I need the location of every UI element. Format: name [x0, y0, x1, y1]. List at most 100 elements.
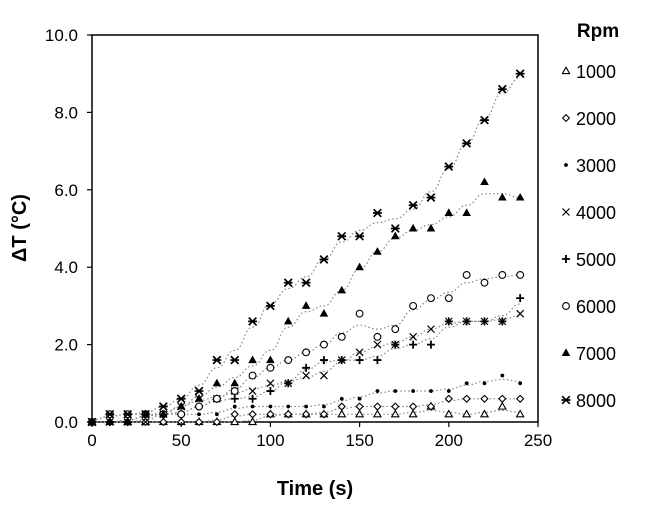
data-point-2000-190 [426, 402, 436, 411]
data-point-8000-150 [355, 231, 365, 241]
series-6000 [88, 270, 525, 426]
data-point-6000-170 [391, 325, 400, 334]
legend: Rpm 1000 2000 3000 4000 5000 6000 7000 8000 [561, 21, 619, 411]
data-point-7000-170 [390, 231, 400, 240]
legend-item-5000: 5000 [562, 250, 616, 270]
data-point-2000-150 [355, 402, 364, 411]
data-point-2000-60 [194, 417, 204, 427]
data-point-2000-90 [248, 410, 257, 419]
data-point-3000-100 [268, 404, 273, 409]
data-point-5000-80 [230, 394, 239, 403]
legend-label-2000: 2000 [576, 109, 616, 129]
data-point-8000-120 [301, 278, 311, 288]
data-point-5000-110 [284, 379, 293, 388]
data-point-8000-210 [462, 138, 472, 148]
data-point-5000-200 [444, 317, 453, 326]
data-point-8000-190 [426, 193, 436, 202]
x-tick-label: 200 [435, 431, 463, 450]
data-point-2000-120 [301, 410, 311, 419]
y-tick-label: 0.0 [54, 413, 78, 432]
legend-marker-4000 [562, 208, 570, 216]
data-point-7000-50 [176, 401, 186, 410]
legend-item-4000: 4000 [562, 203, 616, 223]
data-point-2000-130 [319, 410, 329, 419]
data-point-5000-150 [355, 356, 364, 365]
data-point-3000-150 [357, 396, 362, 401]
legend-marker-7000 [561, 348, 571, 356]
data-point-3000-120 [304, 404, 308, 409]
data-point-3000-70 [214, 412, 219, 417]
data-point-8000-20 [123, 409, 133, 419]
data-point-2000-70 [212, 417, 222, 427]
data-point-8000-60 [194, 386, 204, 396]
data-point-8000-170 [390, 224, 400, 233]
data-point-7000-190 [426, 223, 436, 232]
legend-marker-6000 [562, 302, 570, 310]
data-point-6000-140 [337, 332, 346, 341]
data-point-1000-180 [408, 409, 418, 418]
data-point-6000-60 [195, 402, 203, 411]
data-point-8000-160 [373, 208, 382, 218]
data-point-2000-170 [391, 402, 400, 411]
data-point-7000-80 [230, 378, 240, 387]
data-point-6000-120 [302, 348, 311, 357]
data-point-2000-200 [444, 394, 453, 403]
data-point-3000-170 [393, 389, 398, 393]
data-point-4000-120 [302, 371, 311, 380]
data-point-8000-200 [444, 162, 454, 171]
data-point-5000-160 [373, 356, 382, 365]
data-point-7000-230 [498, 192, 507, 201]
data-point-6000-190 [427, 294, 435, 303]
data-point-1000-210 [462, 409, 472, 418]
data-point-7000-200 [444, 208, 454, 217]
data-point-6000-180 [409, 301, 418, 310]
data-point-6000-210 [462, 270, 471, 279]
data-point-6000-80 [230, 387, 239, 395]
data-point-3000-240 [518, 381, 523, 386]
data-point-4000-150 [355, 348, 364, 357]
data-point-8000-140 [337, 231, 347, 241]
data-point-6000-130 [319, 340, 328, 349]
data-point-3000-210 [464, 381, 469, 386]
data-point-1000-240 [515, 409, 525, 418]
data-point-7000-60 [194, 394, 204, 402]
data-point-2000-230 [498, 394, 507, 403]
x-tick-label: 150 [345, 431, 373, 450]
data-point-8000-180 [408, 200, 418, 210]
x-tick-label: 250 [524, 431, 552, 450]
data-point-7000-160 [373, 247, 382, 255]
legend-title: Rpm [577, 21, 619, 42]
data-point-1000-230 [497, 401, 507, 410]
data-point-6000-110 [284, 356, 293, 365]
x-tick-label: 0 [87, 431, 96, 450]
legend-item-3000: 3000 [564, 156, 616, 176]
data-point-8000-10 [105, 409, 115, 419]
data-point-3000-60 [197, 412, 201, 417]
data-point-7000-90 [248, 355, 257, 364]
data-point-6000-100 [266, 363, 275, 372]
y-tick-label: 8.0 [54, 103, 78, 122]
data-point-3000-220 [482, 381, 487, 386]
data-point-5000-170 [391, 340, 400, 349]
data-point-5000-100 [266, 387, 275, 396]
legend-label-3000: 3000 [576, 156, 616, 176]
data-point-8000-50 [176, 394, 186, 404]
data-point-8000-70 [212, 355, 222, 365]
legend-item-6000: 6000 [562, 297, 616, 317]
data-point-5000-140 [337, 356, 346, 365]
data-point-3000-180 [411, 389, 416, 393]
legend-label-8000: 8000 [576, 391, 616, 411]
data-point-5000-240 [516, 294, 525, 303]
data-point-5000-180 [409, 340, 418, 349]
data-point-4000-30 [141, 418, 150, 426]
data-point-8000-90 [248, 316, 257, 326]
y-axis-title: ΔT (°C) [9, 194, 31, 262]
data-point-1000-140 [337, 409, 347, 418]
data-points [87, 69, 525, 427]
data-point-6000-150 [355, 309, 364, 318]
data-point-1000-80 [230, 417, 240, 426]
data-point-4000-100 [266, 379, 275, 388]
data-point-4000-160 [373, 340, 382, 349]
data-point-6000-90 [248, 371, 257, 380]
data-point-3000-80 [232, 404, 237, 409]
